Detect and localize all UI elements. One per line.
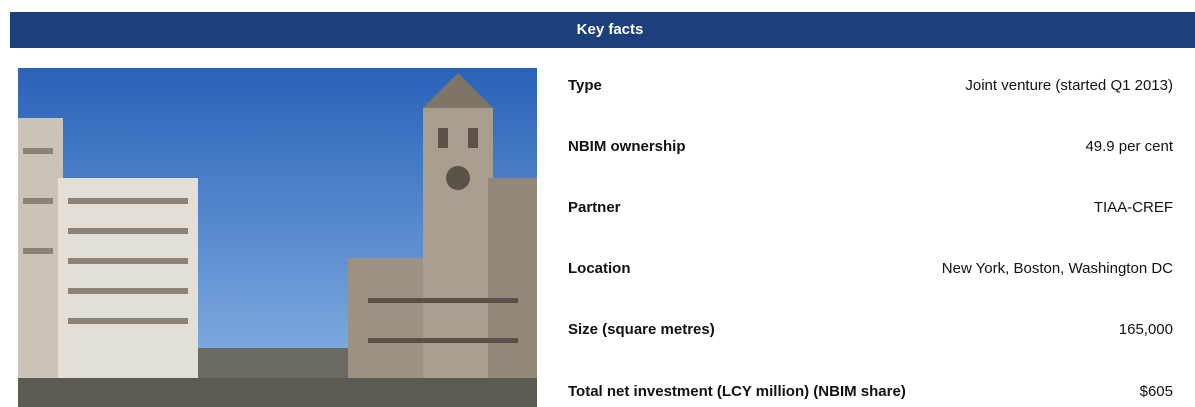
- fact-row: Size (square metres) 165,000: [568, 321, 1173, 345]
- fact-label: Size (square metres): [568, 321, 715, 338]
- fact-row: NBIM ownership 49.9 per cent: [568, 138, 1173, 162]
- fact-value: New York, Boston, Washington DC: [941, 260, 1173, 277]
- header-title: Key facts: [576, 21, 644, 38]
- fact-label: Total net investment (LCY million) (NBIM…: [568, 383, 906, 400]
- fact-label: Partner: [568, 199, 621, 216]
- fact-value: TIAA-CREF: [1093, 199, 1173, 216]
- fact-row: Total net investment (LCY million) (NBIM…: [568, 383, 1173, 407]
- fact-row: Location New York, Boston, Washington DC: [568, 260, 1173, 284]
- building-photo: [18, 68, 537, 407]
- fact-label: Location: [568, 260, 631, 277]
- header-bar: Key facts: [10, 12, 1195, 48]
- fact-label: Type: [568, 77, 602, 94]
- fact-value: 165,000: [1118, 321, 1173, 338]
- fact-value: $605: [1139, 383, 1173, 400]
- fact-row: Partner TIAA-CREF: [568, 199, 1173, 223]
- fact-row: Type Joint venture (started Q1 2013): [568, 77, 1173, 101]
- fact-label: NBIM ownership: [568, 138, 686, 155]
- fact-value: 49.9 per cent: [1085, 138, 1173, 155]
- fact-value: Joint venture (started Q1 2013): [965, 77, 1173, 94]
